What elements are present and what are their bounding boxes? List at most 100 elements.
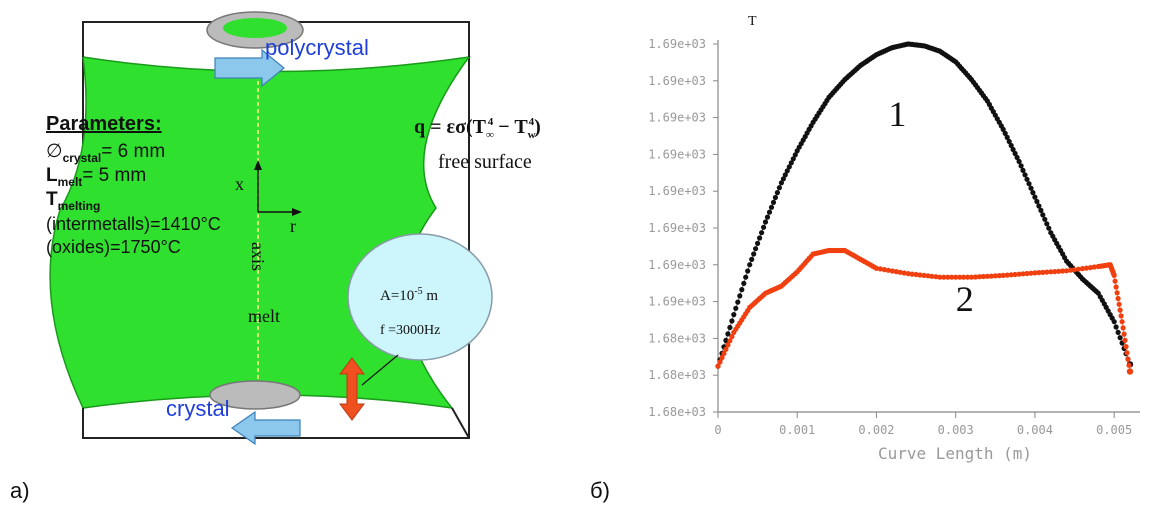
- data-point: [733, 305, 739, 311]
- panel-a-caption: а): [10, 478, 30, 503]
- data-point: [1042, 216, 1048, 222]
- data-point: [1028, 185, 1034, 191]
- data-point: [725, 342, 731, 348]
- data-point: [788, 160, 794, 166]
- y-tick-label: 1.69e+03: [648, 74, 706, 88]
- x-tick-label: 0.002: [858, 423, 894, 437]
- param-crystal-diameter: ∅crystal= 6 mm: [46, 141, 165, 165]
- data-point: [1030, 190, 1036, 196]
- data-point: [1036, 270, 1042, 276]
- data-point: [1008, 272, 1014, 278]
- data-point: [729, 334, 735, 340]
- data-point: [1071, 267, 1078, 273]
- series-annotation-label: 2: [956, 279, 974, 319]
- y-tick-label: 1.69e+03: [648, 184, 706, 198]
- data-point: [1113, 284, 1119, 290]
- data-point: [717, 359, 723, 365]
- data-point: [1040, 212, 1046, 218]
- data-point: [1116, 301, 1122, 307]
- data-point: [1026, 181, 1032, 187]
- panel-a-schematic: polycrystal crystal Parameters: ∅crystal…: [10, 11, 541, 503]
- data-point: [780, 176, 787, 182]
- data-point: [1000, 126, 1006, 132]
- data-point: [772, 194, 779, 201]
- data-point: [723, 337, 729, 343]
- data-point: [1012, 271, 1018, 278]
- data-point: [961, 274, 967, 280]
- x-tick-label: 0: [714, 423, 721, 437]
- melt-label: melt: [248, 306, 280, 326]
- data-point: [992, 273, 998, 279]
- data-point: [739, 287, 745, 293]
- param-melting-temp: Tmelting: [46, 189, 100, 213]
- data-point: [1117, 307, 1123, 313]
- data-point: [1117, 335, 1123, 341]
- y-tick-label: 1.68e+03: [648, 405, 706, 419]
- y-tick-label: 1.69e+03: [648, 147, 706, 161]
- data-point: [766, 209, 773, 215]
- x-tick-label: 0.005: [1096, 423, 1132, 437]
- data-point: [770, 199, 777, 205]
- data-point: [873, 265, 880, 271]
- data-point: [909, 271, 915, 277]
- param-oxides: (oxides)=1750°C: [46, 237, 181, 257]
- x-tick-group: 0 0.001 0.002 0.003 0.004 0.005: [714, 412, 1132, 437]
- data-point: [917, 272, 923, 278]
- data-point: [1056, 268, 1062, 274]
- data-point: [749, 256, 755, 262]
- data-point: [715, 363, 721, 369]
- panel-b-caption: б): [590, 478, 610, 503]
- series-line: [717, 43, 1131, 367]
- y-tick-label: 1.68e+03: [648, 331, 706, 345]
- data-point: [1052, 269, 1058, 275]
- label-crystal: crystal: [166, 396, 230, 421]
- data-point: [937, 274, 943, 280]
- data-point: [893, 269, 899, 275]
- data-point: [897, 269, 903, 275]
- data-point: [1032, 194, 1038, 200]
- data-point: [1038, 207, 1044, 213]
- data-point: [755, 240, 761, 246]
- amplitude-label: A=10-5 m: [380, 286, 438, 304]
- axis-rotated-label: axis: [248, 242, 268, 271]
- data-point: [790, 156, 796, 162]
- data-point: [1087, 265, 1093, 271]
- data-point: [1091, 264, 1097, 270]
- data-point: [719, 355, 725, 361]
- data-point: [1040, 269, 1046, 275]
- data-point: [1020, 167, 1026, 173]
- coordinate-axes: [254, 160, 302, 216]
- y-tick-label: 1.69e+03: [648, 258, 706, 272]
- data-point: [972, 274, 979, 280]
- data-point: [1018, 163, 1024, 169]
- data-point: [1111, 319, 1117, 325]
- x-tick-label: 0.001: [779, 423, 815, 437]
- data-point: [764, 214, 771, 220]
- x-axis-label: Curve Length (m): [878, 444, 1032, 463]
- data-point: [776, 185, 783, 191]
- data-point: [881, 267, 888, 273]
- data-point: [741, 280, 747, 286]
- y-tick-label: 1.68e+03: [648, 368, 706, 382]
- label-polycrystal: polycrystal: [265, 35, 369, 60]
- data-point: [965, 274, 971, 280]
- data-point: [1115, 329, 1121, 335]
- y-tick-label: 1.69e+03: [648, 295, 706, 309]
- data-point: [1024, 176, 1030, 182]
- data-point: [941, 274, 947, 280]
- data-point: [1123, 344, 1129, 350]
- data-point: [1114, 290, 1120, 296]
- axis-x-label: x: [235, 174, 244, 194]
- top-rotation-arrow: [206, 11, 304, 88]
- data-point: [1083, 265, 1089, 271]
- radiation-formula: q = εσ(T∞4 − Tw4): [414, 116, 541, 141]
- data-point: [1022, 172, 1028, 178]
- data-point: [1020, 271, 1026, 277]
- series-layer: [715, 41, 1134, 375]
- data-point: [1044, 221, 1050, 227]
- data-point: [729, 318, 735, 324]
- data-point: [735, 299, 741, 305]
- data-point: [1004, 134, 1010, 140]
- data-point: [1124, 350, 1130, 356]
- temperature-chart: T 1.69e+031.69e+031.69e+031.69e+031.69e+…: [590, 14, 1140, 503]
